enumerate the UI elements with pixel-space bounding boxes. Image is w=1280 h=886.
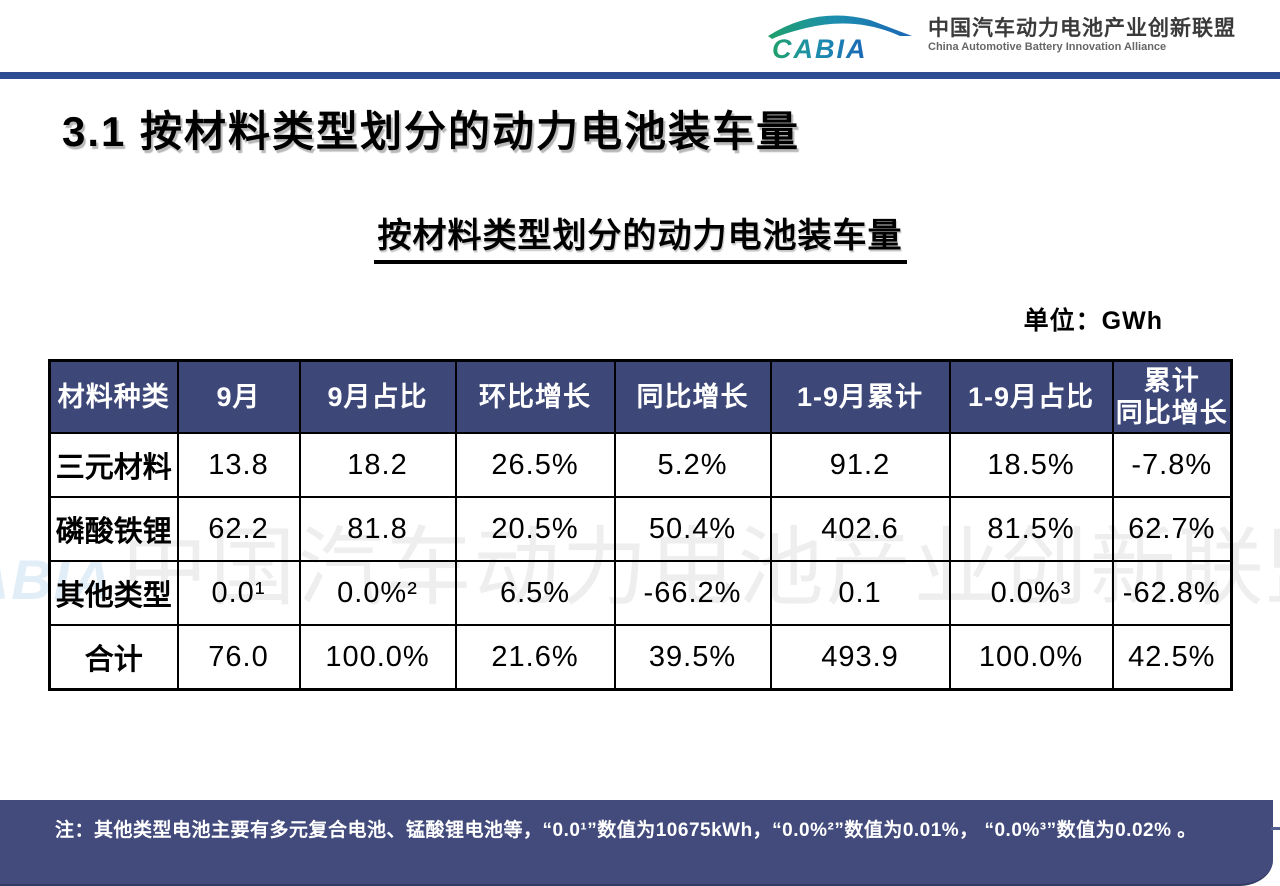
table-cell: 81.8: [298, 496, 457, 562]
table-cell: 21.6%: [454, 624, 616, 691]
org-name-cn: 中国汽车动力电池产业创新联盟: [928, 16, 1236, 40]
table-cell: 493.9: [769, 624, 951, 691]
table-cell: 5.2%: [613, 432, 772, 498]
table-cell: 13.8: [176, 432, 301, 498]
table-title: 按材料类型划分的动力电池装车量: [0, 208, 1280, 264]
column-header-jan-sep-share: 1-9月占比: [948, 359, 1114, 434]
table-cell: 20.5%: [454, 496, 616, 562]
unit-label: 单位：GWh: [1023, 307, 1163, 335]
table-cell: 62.7%: [1111, 496, 1233, 562]
table-cell: 18.2: [298, 432, 457, 498]
column-header-cumulative-yoy: 累计 同比增长: [1111, 359, 1233, 434]
column-header-yoy-growth: 同比增长: [613, 359, 772, 434]
table-cell: 81.5%: [948, 496, 1114, 562]
row-label: 磷酸铁锂: [48, 496, 179, 562]
table-cell: 26.5%: [454, 432, 616, 498]
table-title-text: 按材料类型划分的动力电池装车量: [373, 208, 907, 264]
table-cell: 0.1: [769, 560, 951, 626]
table-row-lfp: 磷酸铁锂 62.2 81.8 20.5% 50.4% 402.6 81.5% 6…: [48, 496, 1233, 562]
column-header-september-share: 9月占比: [298, 359, 457, 434]
table-cell: 0.0¹: [176, 560, 301, 626]
row-label: 合计: [48, 624, 179, 691]
footer-bar: 注：其他类型电池主要有多元复合电池、锰酸锂电池等，“0.0¹”数值为10675k…: [0, 800, 1273, 886]
table-cell: 39.5%: [613, 624, 772, 691]
table-cell: 0.0%²: [298, 560, 457, 626]
footer-edge-mark: [1271, 827, 1280, 830]
column-header-mom-growth: 环比增长: [454, 359, 616, 434]
table-cell: -66.2%: [613, 560, 772, 626]
cabia-logo: CABIA 中国汽车动力电池产业创新联盟 China Automotive Ba…: [764, 6, 1236, 64]
top-bar: CABIA 中国汽车动力电池产业创新联盟 China Automotive Ba…: [0, 0, 1280, 72]
table-row-other: 其他类型 0.0¹ 0.0%² 6.5% -66.2% 0.1 0.0%³ -6…: [48, 560, 1233, 626]
table-header-row: 材料种类 9月 9月占比 环比增长 同比增长 1-9月累计 1-9月占比 累计 …: [48, 359, 1233, 434]
section-title: 3.1 按材料类型划分的动力电池装车量: [62, 108, 801, 155]
table-cell: 76.0: [176, 624, 301, 691]
table-cell: 91.2: [769, 432, 951, 498]
table-cell: 100.0%: [298, 624, 457, 691]
table-cell: 0.0%³: [948, 560, 1114, 626]
table-row-ternary: 三元材料 13.8 18.2 26.5% 5.2% 91.2 18.5% -7.…: [48, 432, 1233, 498]
table-cell: 42.5%: [1111, 624, 1233, 691]
table-cell: -62.8%: [1111, 560, 1233, 626]
battery-table: 材料种类 9月 9月占比 环比增长 同比增长 1-9月累计 1-9月占比 累计 …: [48, 359, 1233, 691]
row-label: 其他类型: [48, 560, 179, 626]
org-names: 中国汽车动力电池产业创新联盟 China Automotive Battery …: [928, 17, 1236, 54]
table-cell: 402.6: [769, 496, 951, 562]
column-header-jan-sep-total: 1-9月累计: [769, 359, 951, 434]
table-row-total: 合计 76.0 100.0% 21.6% 39.5% 493.9 100.0% …: [48, 624, 1233, 691]
column-header-material-type: 材料种类: [48, 359, 179, 434]
footer-note: 注：其他类型电池主要有多元复合电池、锰酸锂电池等，“0.0¹”数值为10675k…: [55, 820, 1197, 841]
table-cell: 100.0%: [948, 624, 1114, 691]
logo-brand-text: CABIA: [772, 34, 868, 64]
org-name-en: China Automotive Battery Innovation Alli…: [928, 40, 1167, 53]
table-cell: -7.8%: [1111, 432, 1233, 498]
row-label: 三元材料: [48, 432, 179, 498]
table-cell: 18.5%: [948, 432, 1114, 498]
table-cell: 62.2: [176, 496, 301, 562]
column-header-september: 9月: [176, 359, 301, 434]
cabia-swoosh-icon: CABIA: [768, 15, 912, 64]
table-cell: 50.4%: [613, 496, 772, 562]
header-divider: [0, 72, 1280, 79]
table-cell: 6.5%: [454, 560, 616, 626]
